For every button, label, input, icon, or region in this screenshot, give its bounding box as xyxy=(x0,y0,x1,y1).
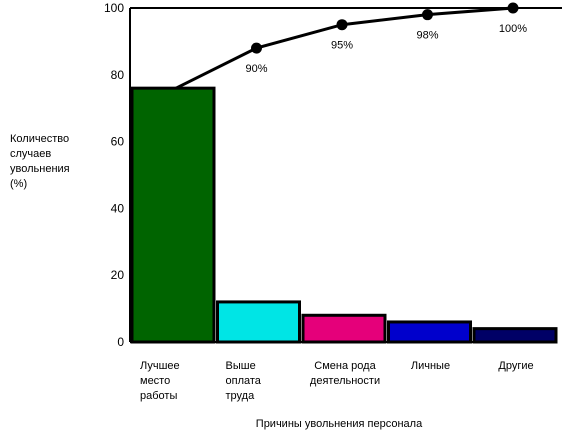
y-axis-label-line: Количество xyxy=(10,133,69,145)
cumulative-line: 90% 95% 98% 100% xyxy=(175,2,527,90)
category-label-line: Выше xyxy=(226,360,256,372)
cumulative-label: 90% xyxy=(245,63,267,75)
category-label-line: оплата xyxy=(226,375,262,387)
category-label-line: место xyxy=(140,375,170,387)
cumulative-point xyxy=(336,19,348,31)
category-label: Смена рода деятельности xyxy=(310,360,380,387)
y-axis-label: Количество случаев увольнения (%) xyxy=(10,133,70,190)
bar xyxy=(130,86,216,344)
x-axis-label: Причины увольнения персонала xyxy=(256,418,423,430)
bar xyxy=(216,300,301,344)
category-label: Личные xyxy=(411,360,450,372)
y-axis-ticks: 0 20 40 60 80 100 xyxy=(104,1,124,349)
y-axis-label-line: (%) xyxy=(10,178,27,190)
category-label-line: Смена рода xyxy=(314,360,376,372)
bar xyxy=(301,313,387,344)
category-label: Выше оплата труда xyxy=(226,360,262,402)
y-tick-label: 80 xyxy=(111,68,125,82)
category-label-line: Личные xyxy=(411,360,450,372)
bars xyxy=(130,86,558,344)
category-label-line: деятельности xyxy=(310,375,380,387)
cumulative-point xyxy=(507,2,519,14)
y-tick-label: 0 xyxy=(117,335,124,349)
category-label: Другие xyxy=(498,360,533,372)
y-tick-label: 40 xyxy=(111,201,125,215)
category-label: Лучшее место работы xyxy=(140,360,180,402)
y-axis-label-line: случаев xyxy=(10,148,51,160)
bar xyxy=(387,320,472,344)
cumulative-point xyxy=(251,42,262,54)
bar xyxy=(472,327,558,344)
x-axis-categories: Лучшее место работы Выше оплата труда Смена ро… xyxy=(140,360,534,402)
y-tick-label: 60 xyxy=(111,135,125,149)
category-label-line: работы xyxy=(140,390,177,402)
y-tick-label: 100 xyxy=(104,1,124,15)
y-axis-label-line: увольнения xyxy=(10,163,70,175)
category-label-line: труда xyxy=(226,390,256,402)
cumulative-label: 95% xyxy=(331,40,353,52)
cumulative-label: 100% xyxy=(499,23,527,35)
category-label-line: Лучшее xyxy=(140,360,180,372)
cumulative-point xyxy=(422,9,433,21)
category-label-line: Другие xyxy=(498,360,533,372)
y-tick-label: 20 xyxy=(111,268,125,282)
cumulative-label: 98% xyxy=(416,30,438,42)
